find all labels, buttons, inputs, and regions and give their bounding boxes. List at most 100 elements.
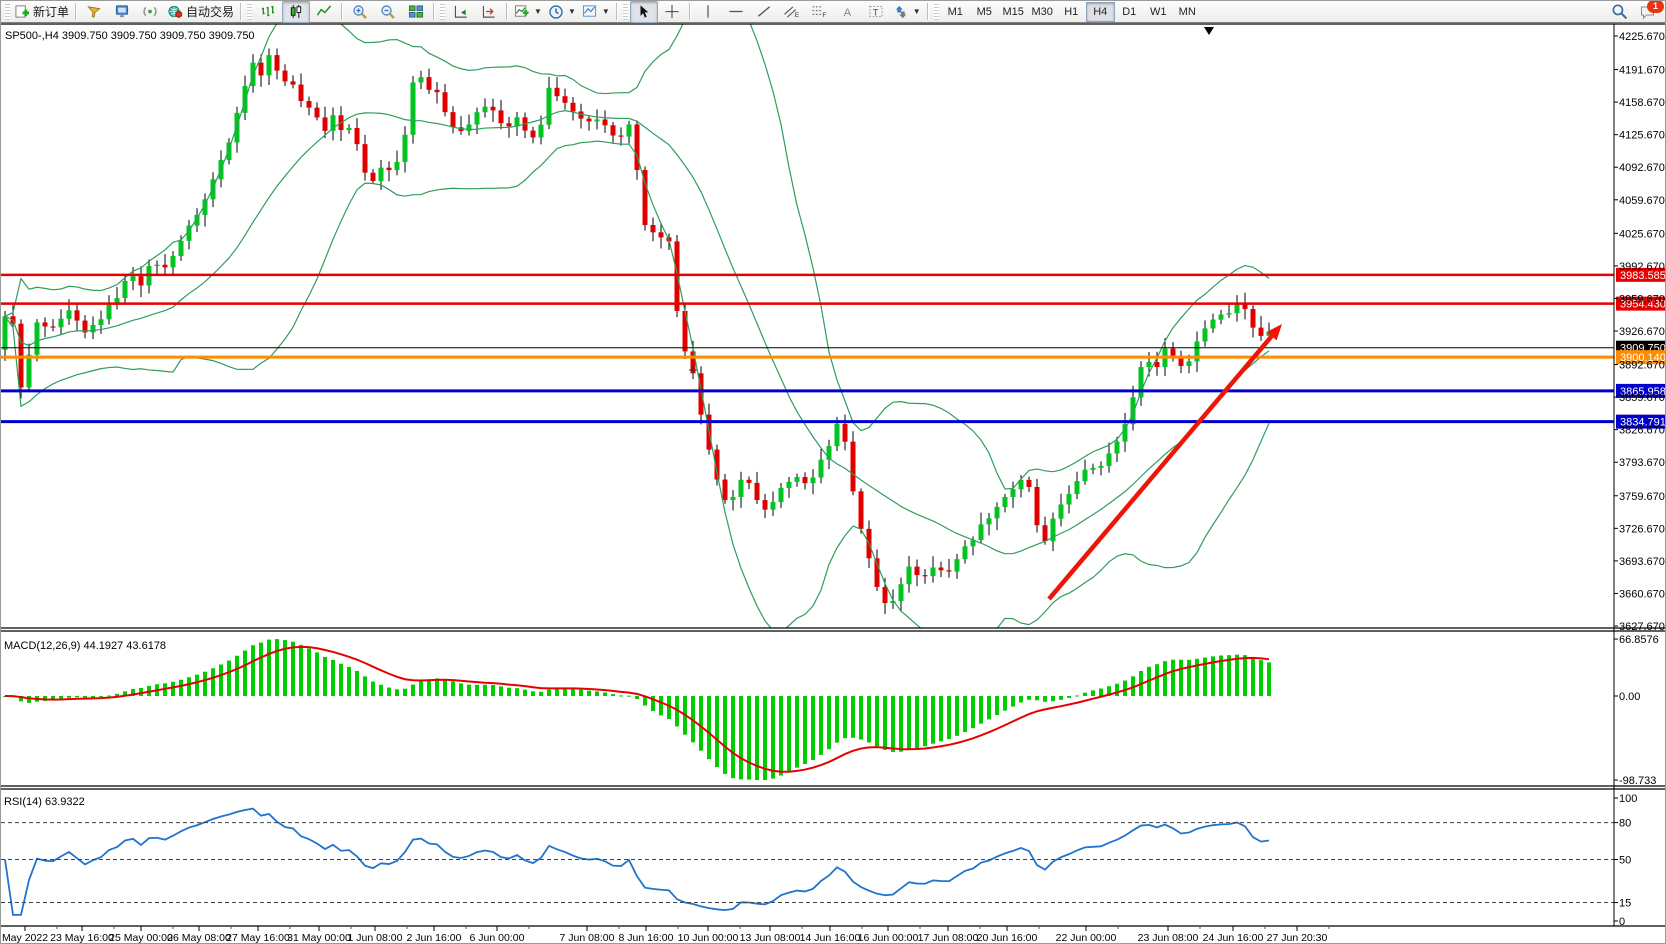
templates-button[interactable]: ▼ [579, 1, 613, 23]
terminal-icon [114, 4, 130, 19]
zoom-out-button[interactable] [374, 1, 402, 23]
svg-text:4059.670: 4059.670 [1619, 195, 1665, 207]
vertical-line-button[interactable] [694, 1, 722, 23]
trendline-icon [756, 4, 772, 19]
svg-text:3892.670: 3892.670 [1619, 360, 1665, 372]
candlestick-series [2, 48, 1272, 615]
toolbar-grip[interactable] [5, 3, 10, 20]
svg-text:3959.670: 3959.670 [1619, 293, 1665, 305]
chart-end-marker [1204, 27, 1214, 35]
svg-text:3900.140: 3900.140 [1620, 352, 1666, 364]
candlestick-chart-button[interactable] [282, 1, 311, 23]
terminal-button[interactable] [108, 1, 136, 23]
tab-timeframe-d1[interactable]: D1 [1122, 5, 1137, 18]
notification-badge: 1 [1647, 1, 1664, 13]
chart-objects[interactable] [689, 27, 1282, 601]
arrows-button[interactable]: ▼ [890, 1, 924, 23]
cursor-button[interactable] [629, 1, 658, 23]
crosshair-button[interactable] [658, 1, 686, 23]
rsi-label: RSI(14) 63.9322 [4, 796, 85, 808]
svg-text:13 Jun 08:00: 13 Jun 08:00 [740, 932, 801, 944]
svg-text:31 May 00:00: 31 May 00:00 [287, 932, 351, 944]
svg-text:4191.670: 4191.670 [1619, 65, 1665, 77]
dropdown-caret: ▼ [567, 7, 576, 16]
price-level-badge [1616, 350, 1665, 365]
broadcast-icon [142, 4, 158, 19]
tab-timeframe-mn[interactable]: MN [1178, 5, 1196, 18]
indicators-button[interactable]: ▼ [511, 1, 545, 23]
line-chart-button[interactable] [310, 1, 338, 23]
svg-text:3726.670: 3726.670 [1619, 523, 1665, 535]
tab-timeframe-m1[interactable]: M1 [947, 5, 963, 18]
trend-arrow-line [1047, 334, 1274, 601]
symbol-ohlc-label: SP500-,H4 3909.750 3909.750 3909.750 390… [5, 30, 255, 42]
svg-text:3954.430: 3954.430 [1620, 299, 1666, 311]
price-level-badge [1616, 267, 1665, 282]
svg-text:F: F [823, 12, 827, 19]
svg-text:3793.670: 3793.670 [1619, 457, 1665, 469]
svg-text:4225.670: 4225.670 [1619, 31, 1665, 43]
svg-text:T: T [873, 7, 879, 17]
candlestick-chart-icon [288, 4, 304, 19]
zoom-in-button[interactable] [346, 1, 374, 23]
svg-text:4158.670: 4158.670 [1619, 97, 1665, 109]
svg-text:6 Jun 00:00: 6 Jun 00:00 [470, 932, 525, 944]
tab-timeframe-w1[interactable]: W1 [1149, 5, 1167, 18]
bar-chart-button[interactable] [254, 1, 282, 23]
zoom-out-icon [380, 4, 396, 20]
periods-button[interactable]: ▼ [545, 1, 579, 23]
svg-text:3983.585: 3983.585 [1620, 270, 1666, 282]
autotrade-button[interactable]: 自动交易 [164, 1, 237, 23]
horizontal-line-icon [728, 4, 744, 19]
arrows-icon [893, 4, 909, 19]
fibonacci-button[interactable]: F [806, 1, 834, 23]
chart-shift-button[interactable] [475, 1, 503, 23]
tile-windows-button[interactable] [402, 1, 430, 23]
tab-timeframe-m30[interactable]: M30 [1031, 5, 1053, 18]
autotrade-label: 自动交易 [186, 5, 235, 19]
svg-text:7 Jun 08:00: 7 Jun 08:00 [560, 932, 615, 944]
text-label-button[interactable]: T [862, 1, 890, 23]
svg-text:A: A [843, 7, 851, 19]
notifications-button[interactable]: 1 [1633, 1, 1664, 23]
svg-text:22 Jun 00:00: 22 Jun 00:00 [1056, 932, 1117, 944]
tab-timeframe-m5[interactable]: M5 [976, 5, 992, 18]
clock-icon [548, 4, 564, 20]
tab-timeframe-h1[interactable]: H1 [1064, 5, 1079, 18]
bar-chart-icon [260, 4, 276, 19]
pane-frames [1, 23, 1665, 927]
crosshair-icon [664, 4, 680, 19]
trendline-button[interactable] [750, 1, 778, 23]
tile-windows-icon [408, 4, 424, 19]
svg-text:16 Jun 00:00: 16 Jun 00:00 [858, 932, 919, 944]
svg-text:3992.670: 3992.670 [1619, 261, 1665, 273]
market-watch-button[interactable] [80, 1, 108, 23]
tab-timeframe-h4[interactable]: H4 [1085, 1, 1115, 22]
svg-text:15: 15 [1619, 898, 1631, 910]
new-order-button[interactable]: 新订单 [12, 1, 72, 23]
dropdown-caret: ▼ [601, 7, 610, 16]
text-button[interactable]: A [834, 1, 862, 23]
signals-button[interactable] [136, 1, 164, 23]
svg-text:3859.670: 3859.670 [1619, 392, 1665, 404]
svg-text:27 May 16:00: 27 May 16:00 [226, 932, 290, 944]
auto-scroll-button[interactable] [447, 1, 475, 23]
tab-timeframe-m15[interactable]: M15 [1002, 5, 1024, 18]
channel-button[interactable]: E [778, 1, 806, 23]
svg-text:4125.670: 4125.670 [1619, 130, 1665, 142]
line-chart-icon [316, 4, 332, 19]
dropdown-caret: ▼ [912, 7, 921, 16]
search-button[interactable] [1605, 1, 1633, 23]
horizontal-line-button[interactable] [722, 1, 750, 23]
price-axis[interactable]: 3983.5853954.4303909.7503900.1403865.958… [1614, 31, 1666, 928]
svg-text:0: 0 [1619, 916, 1625, 928]
dropdown-caret: ▼ [534, 7, 542, 16]
price-level-badge [1616, 383, 1665, 398]
horizontal-level-lines[interactable] [1, 273, 1614, 424]
new-order-label: 新订单 [33, 5, 70, 19]
chart-shift-icon [481, 4, 497, 19]
svg-text:8 Jun 16:00: 8 Jun 16:00 [619, 932, 674, 944]
